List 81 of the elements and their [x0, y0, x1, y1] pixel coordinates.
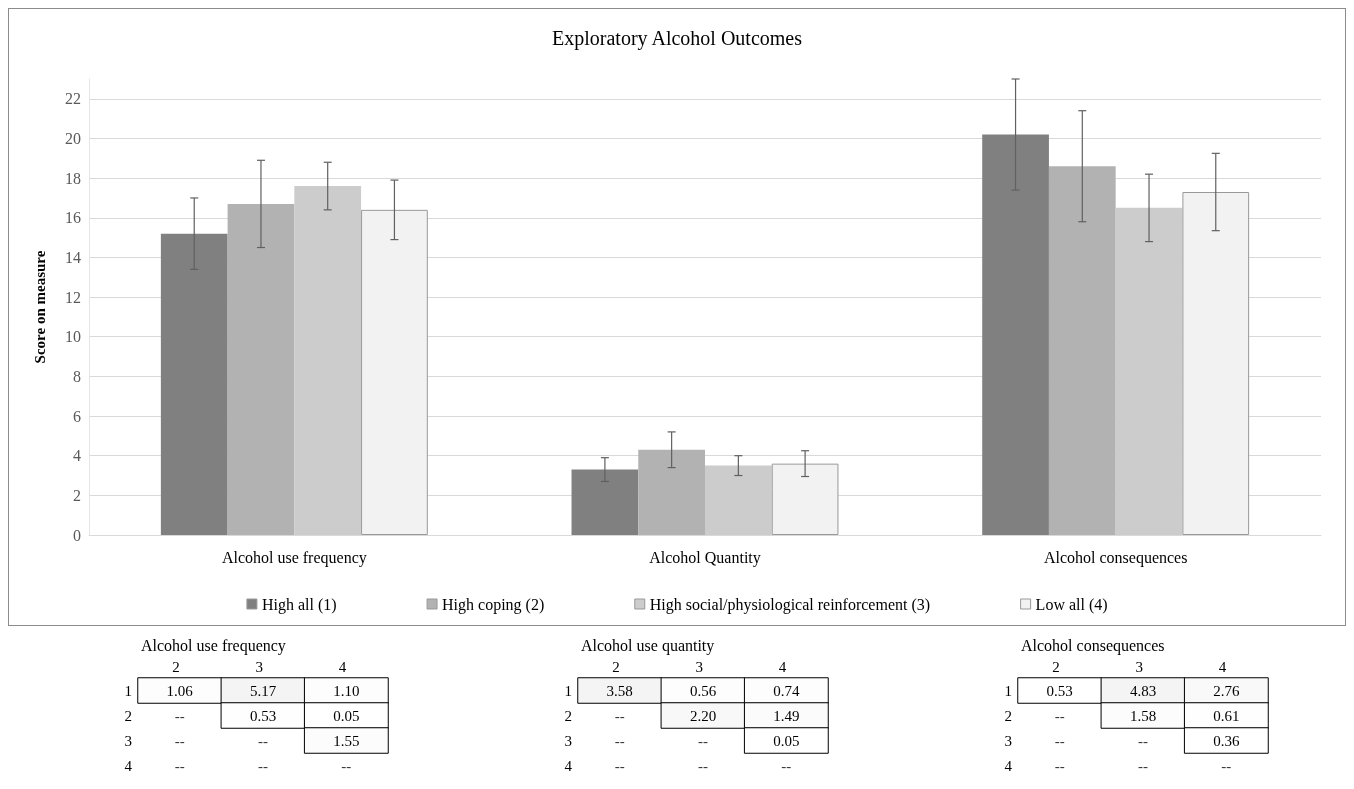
- x-tick-label: 3: [695, 658, 703, 675]
- text: --: [1138, 757, 1148, 774]
- text: --: [1054, 732, 1065, 749]
- data-label: 1.10: [333, 682, 360, 699]
- text: --: [174, 707, 185, 724]
- data-label: 3.58: [606, 682, 633, 699]
- y-tick-label: 1: [1004, 682, 1012, 699]
- data-label: 0.61: [1213, 707, 1240, 724]
- y-tick-label: 3: [1004, 732, 1012, 749]
- x-tick-label: 2: [1052, 658, 1060, 675]
- chart-title: Exploratory Alcohol Outcomes: [552, 27, 803, 50]
- text: --: [174, 732, 185, 749]
- legend-label: High coping (2): [442, 595, 545, 614]
- y-tick-label: 16: [65, 209, 81, 227]
- y-axis-title: Score on measure: [31, 250, 48, 364]
- x-tick-label: 2: [172, 658, 180, 675]
- text: --: [1138, 732, 1148, 749]
- text: --: [781, 757, 792, 774]
- y-tick-label: 0: [73, 526, 81, 544]
- y-tick-label: 4: [564, 757, 573, 774]
- legend-label: Low all (4): [1035, 595, 1108, 614]
- data-label: 1.55: [333, 732, 360, 749]
- text: --: [614, 732, 625, 749]
- data-label: 1.58: [1129, 707, 1157, 724]
- y-tick-label: 4: [73, 447, 81, 465]
- data-label: 0.53: [1046, 682, 1073, 699]
- data-label: 0.36: [1213, 732, 1240, 749]
- data-label: 0.05: [773, 732, 800, 749]
- legend-label: High all (1): [261, 595, 337, 614]
- y-tick-label: 22: [65, 90, 81, 108]
- data-label: 4.83: [1129, 682, 1157, 699]
- y-tick-label: 1: [564, 682, 572, 699]
- y-tick-label: 2: [564, 707, 572, 724]
- x-tick-label: Alcohol Quantity: [649, 548, 761, 567]
- text: --: [698, 757, 708, 774]
- text: --: [1221, 757, 1232, 774]
- text: --: [258, 757, 268, 774]
- x-tick-label: 2: [612, 658, 620, 675]
- text: --: [341, 757, 352, 774]
- y-tick-label: 6: [73, 407, 81, 425]
- legend-label: High social/physiological reinforcement (3): [649, 595, 931, 614]
- data-label: 2.20: [689, 707, 717, 724]
- y-tick-label: 4: [1004, 757, 1013, 774]
- x-tick-label: Alcohol consequences: [1043, 548, 1188, 567]
- y-tick-label: 2: [124, 707, 132, 724]
- y-tick-label: 14: [65, 248, 81, 266]
- y-tick-label: 4: [124, 757, 133, 774]
- x-tick-label: 3: [1135, 658, 1143, 675]
- data-label: 2.76: [1213, 682, 1240, 699]
- data-label: 5.17: [249, 682, 277, 699]
- data-label: 0.05: [333, 707, 360, 724]
- data-label: 0.56: [689, 682, 717, 699]
- data-label: 0.53: [249, 707, 277, 724]
- text: --: [1054, 757, 1065, 774]
- y-tick-label: 8: [73, 367, 81, 385]
- y-tick-label: 2: [73, 486, 81, 504]
- y-tick-label: 18: [65, 169, 81, 187]
- text: --: [614, 707, 625, 724]
- text: --: [698, 732, 708, 749]
- x-tick-label: 3: [255, 658, 263, 675]
- y-tick-label: 10: [65, 328, 81, 346]
- y-tick-label: 1: [124, 682, 132, 699]
- data-label: 1.49: [773, 707, 800, 724]
- text: --: [614, 757, 625, 774]
- x-tick-label: Alcohol use frequency: [221, 548, 367, 567]
- y-tick-label: 3: [564, 732, 572, 749]
- y-tick-label: 12: [65, 288, 81, 306]
- text: --: [1054, 707, 1065, 724]
- chart-title: Alcohol use quantity: [581, 636, 715, 655]
- data-label: 0.74: [773, 682, 800, 699]
- chart-title: Alcohol consequences: [1021, 636, 1165, 655]
- data-label: 1.06: [166, 682, 194, 699]
- x-tick-label: 4: [338, 658, 347, 675]
- y-tick-label: 2: [1004, 707, 1012, 724]
- chart-title: Alcohol use frequency: [141, 636, 286, 655]
- x-tick-label: 4: [778, 658, 787, 675]
- text: --: [258, 732, 268, 749]
- y-tick-label: 20: [65, 129, 81, 147]
- text: --: [174, 757, 185, 774]
- y-tick-label: 3: [124, 732, 132, 749]
- x-tick-label: 4: [1218, 658, 1227, 675]
